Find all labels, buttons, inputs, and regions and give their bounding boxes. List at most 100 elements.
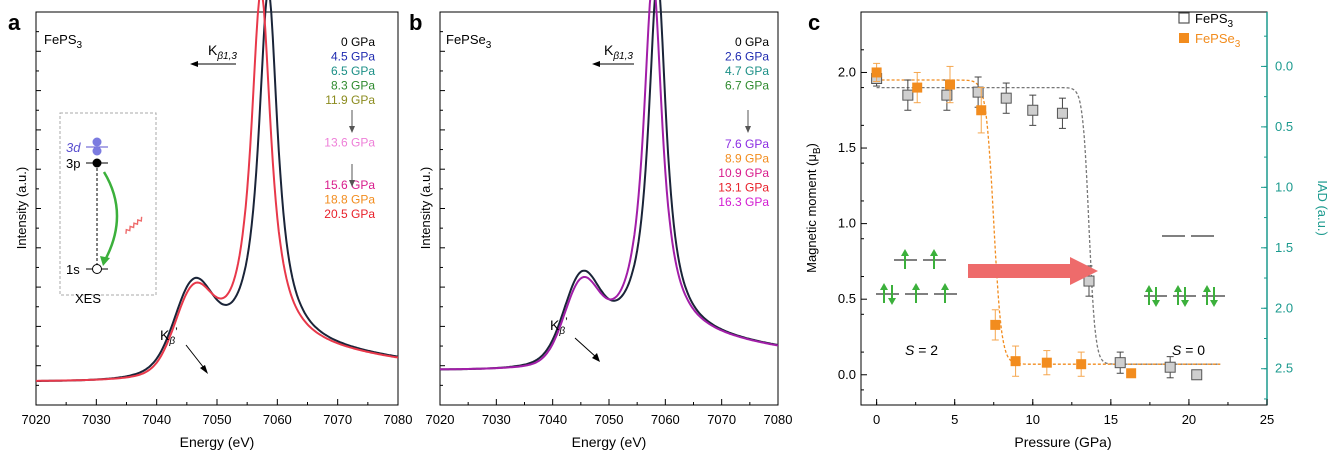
kbprime-arrow-b-head xyxy=(592,353,600,362)
legend-entry: 13.6 GPa xyxy=(324,136,375,150)
legend-entry: 0 GPa xyxy=(735,35,769,49)
low-spin-diagram: S = 0 xyxy=(1144,235,1225,358)
legend-entry: 16.3 GPa xyxy=(718,195,769,209)
hs-spin-arrows xyxy=(880,249,949,305)
spin-down-arrow-head xyxy=(1210,300,1218,307)
sample-label-a: FePS3 xyxy=(44,32,83,51)
y-tick-label: 1.0 xyxy=(838,216,856,231)
x-tick-label: 7040 xyxy=(538,412,567,427)
panel-c: 0 5 10 15 20 25 0.0 0.5 1.0 1.5 2.0 0.0 0.5 1.0 1.5 2.0… xyxy=(804,11,1328,450)
legend-entry: 15.6 GPa xyxy=(324,178,375,192)
data-point-feps3 xyxy=(941,89,953,101)
kbprime-arrow-b xyxy=(574,337,597,358)
y2-tick-label: 0.5 xyxy=(1275,119,1293,134)
panel-letter-c: c xyxy=(808,10,820,35)
legend-entry: 7.6 GPa xyxy=(725,137,769,151)
green-transition-arrow xyxy=(102,171,119,263)
sigmoid-fit-curve xyxy=(876,86,1221,365)
data-point-fepse3 xyxy=(871,67,882,78)
data-point-fepse3 xyxy=(912,82,923,93)
data-point-feps3 xyxy=(902,89,914,101)
x-tick-label: 7020 xyxy=(22,412,51,427)
y2-axis-label-c: IAD (a.u.) xyxy=(1315,180,1328,236)
kb13-label-a: Kβ1,3 xyxy=(208,42,237,62)
y-axis-label-a: Intensity (a.u.) xyxy=(14,167,29,249)
legend-entry: 0 GPa xyxy=(341,35,375,49)
legend-entry: 6.7 GPa xyxy=(725,79,769,93)
legend-label-fepse3: FePSe3 xyxy=(1195,31,1241,50)
legend-entry: 13.1 GPa xyxy=(718,181,769,195)
spin-up-arrow-head xyxy=(930,249,938,256)
x-tick-label: 7080 xyxy=(384,412,413,427)
data-point-fepse3 xyxy=(945,79,956,90)
x-tick-label: 7030 xyxy=(482,412,511,427)
xes-inset-frame xyxy=(59,112,157,296)
electron-3d-bottom xyxy=(92,146,102,156)
spectrum-curve xyxy=(36,0,399,382)
axes-c: 0 5 10 15 20 25 0.0 0.5 1.0 1.5 2.0 0.0 0.5 1.0 1.5 2.0… xyxy=(838,35,1293,427)
data-point-feps3 xyxy=(1056,107,1068,119)
legend-entry: 4.7 GPa xyxy=(725,64,769,78)
y2-tick-label: 2.5 xyxy=(1275,361,1293,376)
xray-photon-icon xyxy=(125,216,143,234)
kbprime-arrow-a xyxy=(185,344,205,369)
legend-arrow-a1-head xyxy=(349,126,355,133)
kb13-arrow-b-head xyxy=(592,61,600,67)
spectrum-curve xyxy=(440,0,779,371)
data-point-feps3 xyxy=(1027,104,1039,116)
x-tick-label: 7060 xyxy=(263,412,292,427)
spin-up-arrow-head xyxy=(1203,285,1211,292)
spin-down-arrow-head xyxy=(1152,300,1160,307)
x-tick-label: 7070 xyxy=(323,412,352,427)
data-point-feps3 xyxy=(1164,361,1176,373)
x-tick-label: 7050 xyxy=(595,412,624,427)
x-ticks-a: 7020 7030 7040 7050 7060 7070 7080 xyxy=(22,31,413,427)
x-tick-label: 7040 xyxy=(142,412,171,427)
x-tick-label: 25 xyxy=(1260,412,1274,427)
x-tick-label: 7070 xyxy=(707,412,736,427)
y-tick-label: 0.0 xyxy=(838,367,856,382)
legend-entry: 4.5 GPa xyxy=(331,50,375,64)
legend-arrow-b1-head xyxy=(745,126,751,133)
legend-entry: 11.9 GPa xyxy=(325,93,375,107)
data-point-feps3 xyxy=(1000,92,1012,104)
legend-entry: 20.5 GPa xyxy=(324,207,375,221)
spectra-a xyxy=(36,0,399,382)
legend-c: FePS3 FePSe3 xyxy=(1178,11,1241,50)
data-point-fepse3 xyxy=(976,105,987,116)
spin-down-arrow-head xyxy=(1181,300,1189,307)
kbprime-arrow-a-head xyxy=(200,365,208,374)
data-point-fepse3 xyxy=(1076,359,1087,370)
spin-up-arrow-head xyxy=(880,283,888,290)
fit-curves-c xyxy=(876,79,1221,365)
x-tick-label: 5 xyxy=(951,412,958,427)
x-tick-label: 7050 xyxy=(203,412,232,427)
spin-up-arrow-head xyxy=(901,249,909,256)
xes-label: XES xyxy=(75,291,101,306)
y2-tick-label: 2.0 xyxy=(1275,300,1293,315)
panel-letter-b: b xyxy=(409,10,422,35)
spectra-b xyxy=(439,0,779,371)
orbital-3p-label: 3p xyxy=(66,156,80,171)
x-axis-label-c: Pressure (GPa) xyxy=(1014,434,1111,450)
x-ticks-b: 7020 7030 7040 7050 7060 7070 7080 xyxy=(426,31,793,427)
kb13-label-b: Kβ1,3 xyxy=(604,42,633,62)
ls-spin-label: S = 0 xyxy=(1172,342,1205,358)
x-tick-label: 10 xyxy=(1026,412,1040,427)
data-point-fepse3 xyxy=(1126,368,1137,379)
y-tick-label: 0.5 xyxy=(838,291,856,306)
x-tick-label: 7060 xyxy=(651,412,680,427)
x-tick-label: 7080 xyxy=(764,412,793,427)
y-axis-label-c: Magnetic moment (μB) xyxy=(804,143,823,273)
panel-a: 7020 7030 7040 7050 7060 7070 7080 FePS3 Energ… xyxy=(14,0,412,450)
data-point-fepse3 xyxy=(990,319,1001,330)
ls-spin-arrows xyxy=(1145,285,1218,307)
kbprime-label-b: Kβ’ xyxy=(550,315,568,337)
panel-letter-a: a xyxy=(8,10,21,35)
orbital-1s-label: 1s xyxy=(66,262,80,277)
data-points-c xyxy=(871,62,1203,381)
legend-marker-fepse3 xyxy=(1179,33,1189,43)
legend-entry: 10.9 GPa xyxy=(718,166,769,180)
legend-marker-feps3 xyxy=(1178,12,1190,24)
